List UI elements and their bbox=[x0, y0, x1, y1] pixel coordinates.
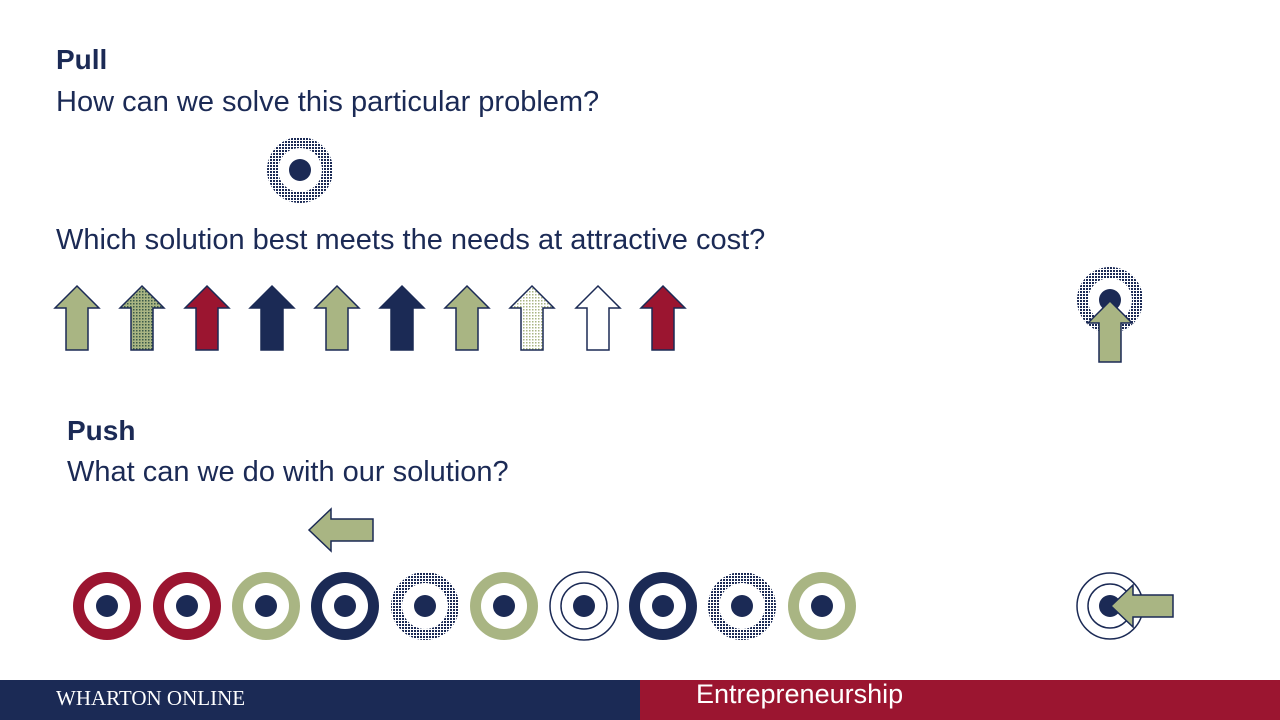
up-arrow-icon-2 bbox=[119, 285, 165, 351]
target-icon-9 bbox=[708, 572, 776, 640]
footer-bar-right bbox=[640, 680, 1280, 720]
pull-heading: Pull bbox=[56, 44, 108, 75]
target-icon-10 bbox=[788, 572, 856, 640]
footer-bar-left bbox=[0, 680, 640, 720]
pull-target-icon bbox=[267, 137, 333, 203]
target-icon-2 bbox=[153, 572, 221, 640]
footer-brand: WHARTON ONLINE bbox=[56, 686, 246, 710]
pull-question: How can we solve this particular problem… bbox=[56, 86, 600, 118]
target-icon-3 bbox=[232, 572, 300, 640]
target-icon-5 bbox=[391, 572, 459, 640]
pull-result-arrow-icon bbox=[1086, 299, 1134, 363]
push-heading: Push bbox=[67, 415, 136, 446]
target-icon-6 bbox=[470, 572, 538, 640]
up-arrow-icon-9 bbox=[575, 285, 621, 351]
push-question: What can we do with our solution? bbox=[67, 456, 509, 488]
up-arrow-icon-6 bbox=[379, 285, 425, 351]
up-arrow-icon-7 bbox=[444, 285, 490, 351]
up-arrow-icon-4 bbox=[249, 285, 295, 351]
footer-course-title: Entrepreneurship bbox=[696, 679, 904, 709]
diagram-graphics bbox=[54, 137, 1174, 641]
up-arrow-icon-10 bbox=[640, 285, 686, 351]
target-icon-1 bbox=[73, 572, 141, 640]
pull-solution-question: Which solution best meets the needs at a… bbox=[56, 224, 766, 256]
up-arrow-icon-1 bbox=[54, 285, 100, 351]
target-icon-4 bbox=[311, 572, 379, 640]
target-icon-8 bbox=[629, 572, 697, 640]
up-arrow-icon-3 bbox=[184, 285, 230, 351]
up-arrow-icon-8 bbox=[509, 285, 555, 351]
up-arrow-icon-5 bbox=[314, 285, 360, 351]
push-result-arrow-icon bbox=[1109, 583, 1174, 629]
target-icon-7 bbox=[549, 571, 619, 641]
push-left-arrow-icon bbox=[307, 507, 374, 553]
